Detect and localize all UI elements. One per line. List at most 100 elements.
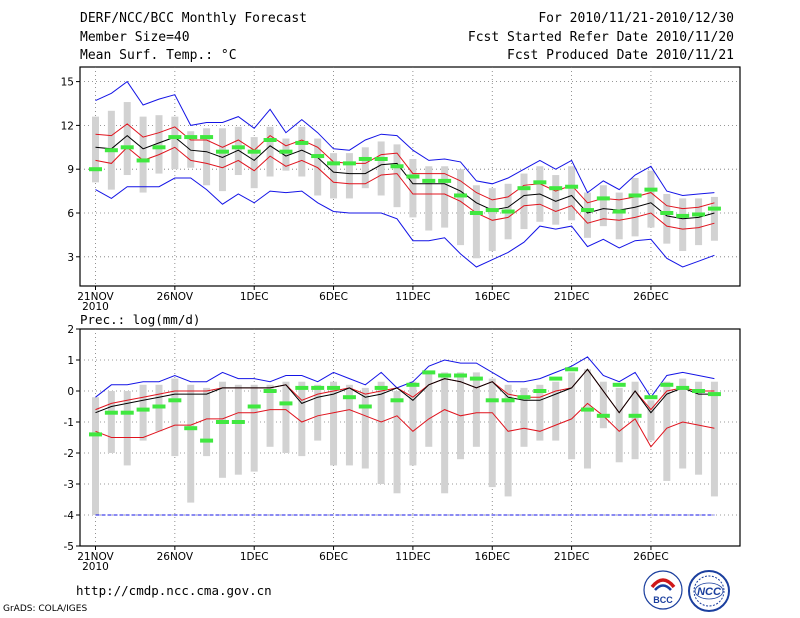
prec-most-probable-marker: [358, 404, 372, 409]
prec-member-range-bar: [345, 384, 353, 466]
prec-most-probable-marker: [517, 395, 531, 400]
temp-member-range-bar: [695, 198, 703, 246]
prec-most-probable-marker: [342, 395, 356, 400]
prec-most-probable-marker: [263, 389, 277, 393]
prec-most-probable-marker: [692, 389, 706, 393]
temp-most-probable-marker: [200, 135, 214, 140]
temp-member-range-bar: [488, 188, 496, 251]
prec-most-probable-marker: [184, 426, 198, 431]
chart-title: DERF/NCC/BCC Monthly Forecast: [80, 11, 307, 26]
temp-most-probable-marker: [136, 158, 150, 163]
temp-member-range-bar: [203, 128, 211, 186]
temp-member-range-bar: [425, 166, 433, 231]
temp-member-range-bar: [218, 128, 226, 192]
temp-most-probable-marker: [152, 145, 166, 150]
temp-most-probable-marker: [565, 184, 579, 189]
temp-most-probable-marker: [549, 186, 563, 191]
temp-most-probable-marker: [120, 145, 134, 150]
temp-mean-line: [95, 134, 715, 220]
temp-most-probable-marker: [295, 140, 309, 145]
precipitation-panel: -5 -4 -3 -2 -1 0 1 2 21NOV 26NOV 1DEC 6DEC 11DEC 16DE…: [64, 312, 741, 573]
prec-xtick-label: 21DEC: [554, 551, 589, 563]
prec-member-range-bar: [536, 384, 544, 441]
prec-most-probable-marker: [469, 376, 483, 381]
prec-most-probable-marker: [104, 410, 118, 415]
prec-member-range-bar: [488, 378, 496, 488]
prec-most-probable-marker: [628, 413, 642, 418]
temp-mean-plus-sd-line: [95, 123, 715, 210]
prec-most-probable-marker: [89, 432, 102, 437]
prec-member-range-bar: [171, 378, 179, 457]
temp-member-range-bar: [123, 102, 131, 176]
temp-most-probable-marker: [501, 209, 515, 214]
temp-member-range-bar: [250, 137, 258, 189]
prec-member-range-bar: [107, 391, 115, 453]
prec-most-probable-marker: [152, 404, 166, 409]
temperature-panel: 3 6 9 12 15 21NOV 26NOV 1DEC 6DEC 11DEC 16DEC 21DEC…: [61, 66, 741, 313]
temp-member-range-bar: [615, 192, 623, 240]
footer-url[interactable]: http://cmdp.ncc.cma.gov.cn: [76, 583, 272, 598]
prec-most-probable-marker: [454, 373, 468, 378]
temp-xtick-label: 21DEC: [554, 291, 589, 303]
prec-most-probable-marker: [406, 382, 420, 387]
temp-xtick-label: 11DEC: [395, 291, 430, 303]
temp-member-range-bar: [457, 169, 465, 246]
prec-member-range-bar: [266, 384, 274, 447]
prec-ytick-label: 0: [67, 386, 74, 398]
prec-member-range-bar: [123, 391, 131, 466]
member-size-label: Member Size=40: [80, 30, 190, 45]
temp-most-probable-marker: [707, 206, 721, 211]
prec-member-range-bar: [250, 384, 258, 472]
prec-most-probable-marker: [231, 420, 245, 424]
prec-ensemble-max-line: [95, 356, 715, 399]
temp-most-probable-marker: [390, 164, 404, 169]
temp-most-probable-marker: [358, 156, 372, 161]
temp-most-probable-marker: [454, 193, 468, 198]
prec-most-probable-marker: [136, 407, 150, 412]
grads-credit: GrADS: COLA/IGES: [3, 604, 88, 614]
temp-member-range-bar: [92, 116, 99, 183]
temp-ytick-label: 12: [61, 120, 74, 132]
prec-member-range-bar: [330, 381, 338, 466]
prec-most-probable-marker: [120, 410, 134, 415]
started-refer-date-label: Fcst Started Refer Date 2010/11/20: [467, 30, 734, 45]
temp-xtick-label: 21NOV: [77, 291, 114, 303]
temp-member-range-bar: [155, 115, 163, 174]
prec-member-range-bar: [425, 372, 433, 447]
prec-mean-minus-sd-line: [95, 402, 715, 448]
variable-label: Mean Surf. Temp.: °C: [80, 48, 237, 63]
prec-member-range-bar: [679, 378, 687, 469]
prec-most-probable-marker: [612, 382, 626, 387]
temp-xtick-label: 6DEC: [319, 291, 348, 303]
temp-member-range-bar: [377, 141, 385, 196]
temp-most-probable-marker: [279, 149, 293, 154]
prec-member-range-bar: [393, 391, 401, 494]
prec-ytick-label: -5: [64, 541, 74, 553]
prec-member-range-bar: [552, 381, 560, 441]
temp-member-range-bar: [568, 166, 576, 221]
prec-most-probable-marker: [676, 385, 690, 390]
prec-most-probable-marker: [533, 389, 547, 393]
prec-member-range-bar: [314, 384, 322, 441]
prec-panel-title: Prec.: log(mm/d): [80, 312, 200, 327]
temp-member-range-bar: [520, 173, 528, 230]
temp-most-probable-marker: [676, 213, 690, 218]
temp-xtick-label: 26DEC: [633, 291, 668, 303]
prec-most-probable-marker: [327, 385, 341, 390]
temp-most-probable-marker: [184, 135, 198, 140]
prec-most-probable-marker: [660, 382, 674, 387]
prec-xtick-label: 26DEC: [633, 551, 668, 563]
temp-most-probable-marker: [692, 212, 706, 217]
temp-most-probable-marker: [485, 208, 499, 213]
prec-most-probable-marker: [707, 392, 721, 397]
temp-year-label: 2010: [82, 301, 109, 313]
prec-member-range-bar: [298, 381, 306, 457]
prec-mean-line: [95, 368, 715, 414]
bcc-logo-icon: BCC: [643, 570, 683, 610]
temp-most-probable-marker: [247, 149, 261, 154]
prec-most-probable-marker: [485, 398, 499, 403]
prec-member-range-bar: [695, 381, 703, 475]
prec-most-probable-marker: [422, 370, 436, 375]
temp-most-probable-marker: [438, 178, 452, 183]
